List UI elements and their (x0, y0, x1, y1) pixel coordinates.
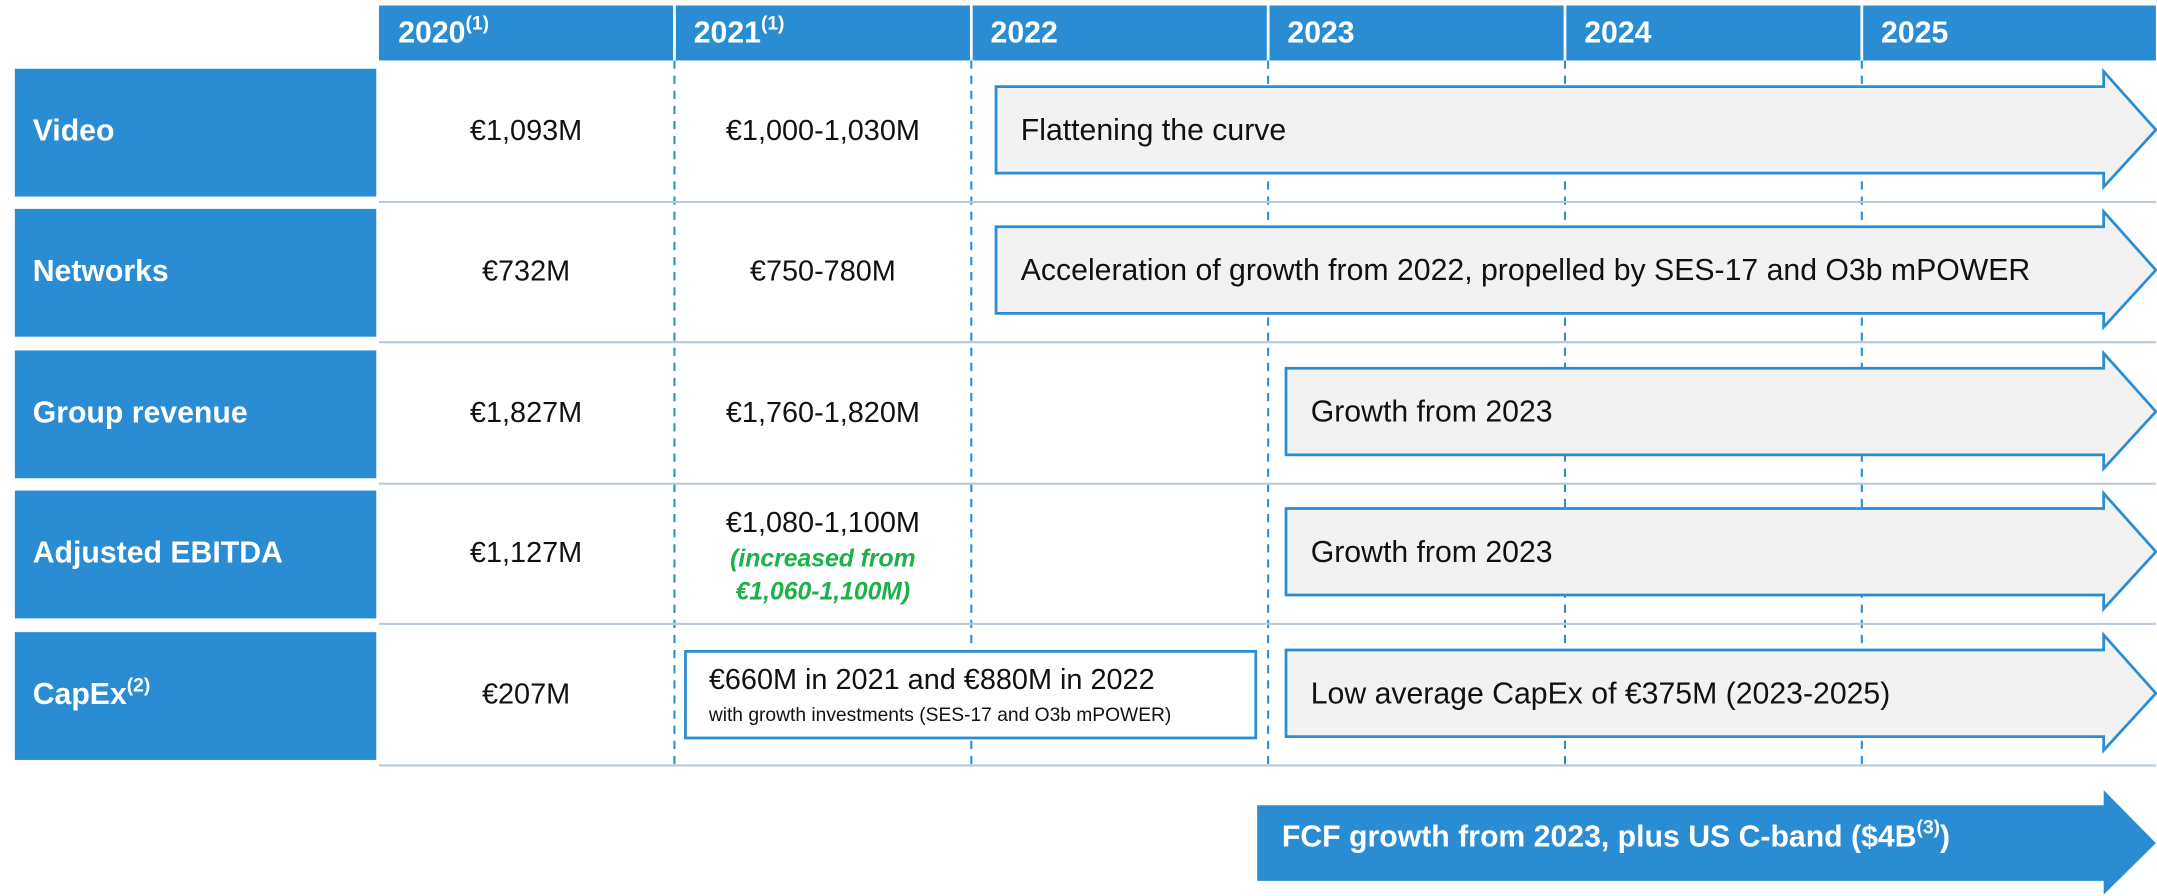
capex-box-main: €660M in 2021 and €880M in 2022 (709, 664, 1155, 696)
row-label: Networks (33, 255, 169, 288)
outlook-text: Acceleration of growth from 2022, propel… (1021, 254, 2030, 287)
fcf-arrow (1257, 790, 2156, 895)
header-label: 2024 (1584, 16, 1651, 49)
row-label-text: Networks (33, 255, 169, 288)
row-label-text: Video (33, 115, 115, 148)
row-label: CapEx(2) (33, 676, 151, 712)
cell-2021: €1,760-1,820M (726, 397, 920, 429)
outlook-arrow (1284, 489, 2157, 613)
cell-2020: €1,127M (470, 537, 582, 569)
header-year: 2020 (398, 16, 465, 49)
row-label-text: Group revenue (33, 396, 248, 429)
outlook-arrow (1284, 631, 2157, 754)
header-label: 2025 (1881, 16, 1948, 49)
fcf-sup: (3) (1917, 818, 1941, 839)
header-year: 2023 (1287, 16, 1354, 49)
outlook-arrow (1284, 349, 2157, 473)
cell-2021: €1,000-1,030M (726, 115, 920, 147)
header-year: 2024 (1584, 16, 1651, 49)
outlook-arrow (994, 67, 2157, 191)
row-label-box (14, 490, 377, 619)
outlook-text: Growth from 2023 (1311, 396, 1553, 429)
header-year: 2025 (1881, 16, 1948, 49)
cell-2021: €1,080-1,100M (726, 507, 920, 539)
cell-2020: €732M (482, 255, 570, 287)
fcf-main: FCF growth from 2023, plus US C-band ($4… (1282, 820, 1917, 853)
row-label: Group revenue (33, 396, 248, 429)
row-label-sup: (2) (127, 676, 151, 697)
header-sup: (1) (761, 14, 785, 35)
cell-2020: €1,093M (470, 115, 582, 147)
row-label-text: CapEx (33, 678, 127, 711)
cell-note: (increased from (730, 546, 915, 573)
header-year: 2022 (991, 16, 1058, 49)
cell-note: €1,060-1,100M) (736, 579, 911, 606)
outlook-text: Growth from 2023 (1311, 536, 1553, 569)
header-label: 2023 (1287, 16, 1354, 49)
header-label: 2022 (991, 16, 1058, 49)
row-label-box (14, 350, 377, 479)
row-label: Video (33, 115, 115, 148)
capex-box-sub: with growth investments (SES-17 and O3b … (708, 705, 1171, 726)
outlook-arrow (994, 208, 2157, 331)
row-label-box (14, 208, 377, 337)
cell-2020: €1,827M (470, 397, 582, 429)
outlook-text: Low average CapEx of €375M (2023-2025) (1311, 677, 1891, 710)
fcf-text: FCF growth from 2023, plus US C-band ($4… (1282, 818, 1950, 854)
header-year: 2021 (694, 16, 761, 49)
cell-2020: €207M (482, 679, 570, 711)
row-label: Adjusted EBITDA (33, 536, 283, 569)
row-label-box (14, 68, 377, 197)
row-label-box (14, 632, 377, 760)
header-sup: (1) (465, 14, 488, 35)
cell-2021: €750-780M (750, 255, 896, 287)
header-label: 2020(1) (398, 14, 489, 50)
outlook-text: Flattening the curve (1021, 114, 1286, 147)
row-label-text: Adjusted EBITDA (33, 536, 283, 569)
header-label: 2021(1) (694, 14, 785, 50)
fcf-tail: ) (1940, 820, 1950, 853)
capex-box (684, 650, 1258, 740)
